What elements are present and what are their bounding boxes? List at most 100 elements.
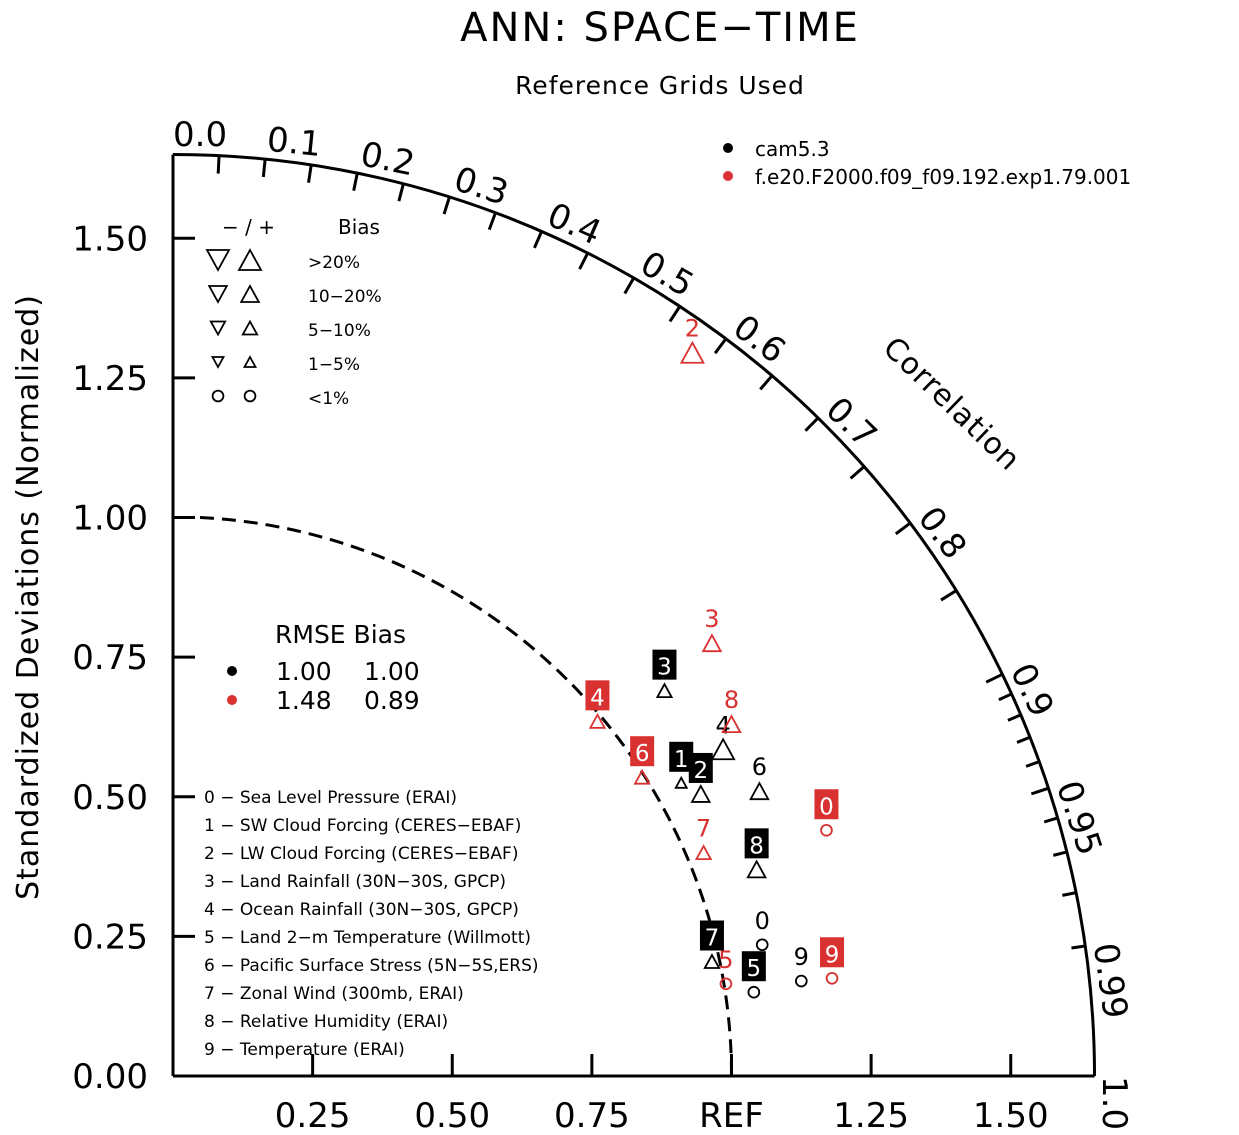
corr-minor-tick bbox=[1025, 760, 1040, 768]
corr-minor-tick bbox=[1007, 713, 1022, 722]
point-label: 6 bbox=[635, 741, 650, 767]
bias-triangle-marker bbox=[674, 775, 689, 789]
point-exp-4: 4 bbox=[585, 680, 610, 729]
point-label: 9 bbox=[825, 942, 840, 968]
corr-minor-tick bbox=[849, 465, 866, 480]
rmse-legend-rmse-exp: 1.48 bbox=[276, 686, 332, 715]
x-tick-label: 1.50 bbox=[973, 1096, 1049, 1135]
corr-minor-tick bbox=[894, 521, 912, 536]
correlation-tick-label: 0.0 bbox=[173, 115, 227, 155]
correlation-tick-label: 0.5 bbox=[634, 244, 701, 306]
axes: 0.000.250.500.751.001.251.500.25 0.50 0.75… bbox=[72, 115, 1135, 1135]
corr-minor-tick bbox=[261, 158, 267, 178]
variable-8: 8 − Relative Humidity (ERAI) bbox=[204, 1012, 448, 1032]
bias-triangle-marker bbox=[701, 633, 723, 653]
case-legend-dot-cam bbox=[723, 143, 733, 153]
point-label: 8 bbox=[724, 686, 739, 714]
correlation-tick-label: 0.7 bbox=[818, 390, 885, 456]
variable-2: 2 − LW Cloud Forcing (CERES−EBAF) bbox=[204, 844, 518, 864]
bias-legend-label: >20% bbox=[308, 253, 360, 273]
case-legend-label-cam: cam5.3 bbox=[755, 137, 830, 161]
bias-triangle-marker bbox=[588, 712, 607, 729]
point-label: 0 bbox=[819, 794, 834, 820]
variable-key: 0 − Sea Level Pressure (ERAI) 1 − SW Clo… bbox=[204, 788, 539, 1060]
point-cam-3: 3 bbox=[652, 649, 677, 699]
corr-minor-tick bbox=[1071, 944, 1086, 950]
corr-minor-tick bbox=[804, 416, 820, 432]
bias-circle-marker bbox=[820, 823, 833, 837]
corr-minor-tick bbox=[487, 212, 497, 231]
label-box bbox=[741, 951, 766, 982]
label-box bbox=[652, 649, 677, 680]
outer-arc bbox=[172, 152, 1097, 1077]
point-label: 7 bbox=[696, 815, 711, 843]
correlation-tick-label: 0.2 bbox=[357, 134, 418, 184]
bias-legend-circle-pos bbox=[243, 389, 257, 403]
rmse-legend-rmse-cam: 1.00 bbox=[276, 657, 332, 686]
bias-triangle-marker bbox=[633, 768, 651, 785]
corr-minor-tick bbox=[1062, 891, 1077, 897]
label-box bbox=[688, 752, 713, 783]
bias-circle-marker bbox=[719, 977, 733, 991]
point-exp-9: 9 bbox=[820, 937, 845, 985]
corr-minor-tick bbox=[1043, 816, 1059, 824]
corr-minor-tick bbox=[940, 589, 958, 602]
x-tick-label: REF bbox=[699, 1096, 764, 1135]
y-tick-label: 0.25 bbox=[72, 917, 148, 957]
case-legend-dot-exp bbox=[723, 171, 733, 181]
rmse-legend-dot-cam bbox=[227, 666, 237, 676]
point-label: 5 bbox=[718, 946, 733, 974]
corr-minor-tick bbox=[307, 164, 313, 183]
label-box bbox=[699, 920, 724, 951]
bias-legend-title: Bias bbox=[338, 215, 380, 239]
x-tick-label: 1.25 bbox=[833, 1096, 909, 1135]
bias-legend-label: <1% bbox=[308, 389, 349, 409]
correlation-tick-label: 0.6 bbox=[726, 307, 793, 371]
correlation-tick-label: 0.8 bbox=[910, 499, 974, 566]
point-label: 2 bbox=[685, 315, 700, 343]
variable-7: 7 − Zonal Wind (300mb, ERAI) bbox=[204, 984, 464, 1004]
point-label: 2 bbox=[693, 758, 708, 784]
point-exp-3: 3 bbox=[701, 605, 723, 653]
bias-legend-triangle-down bbox=[209, 320, 227, 337]
point-cam-2: 2 bbox=[688, 752, 713, 803]
bias-legend-label: 1−5% bbox=[308, 355, 360, 375]
x-tick-label: 0.50 bbox=[414, 1096, 490, 1135]
point-label: 3 bbox=[704, 605, 719, 633]
corr-minor-tick bbox=[998, 692, 1013, 702]
correlation-tick-label: 0.1 bbox=[265, 120, 323, 165]
reference-arc bbox=[199, 516, 734, 1077]
x-tick-label: 0.25 bbox=[275, 1096, 351, 1135]
corr-minor-tick bbox=[1052, 850, 1068, 857]
case-legend: cam5.3 f.e20.F2000.f09_f09.192.exp1.79.0… bbox=[723, 137, 1131, 189]
point-label: 4 bbox=[715, 711, 730, 739]
bias-legend-sign: − / + bbox=[222, 215, 275, 239]
point-label: 0 bbox=[755, 907, 770, 935]
chart-subtitle: Reference Grids Used bbox=[515, 71, 805, 100]
corr-minor-tick bbox=[397, 183, 405, 202]
bias-circle-marker bbox=[755, 938, 769, 952]
bias-legend-label: 5−10% bbox=[308, 321, 371, 341]
bias-legend-triangle-down bbox=[210, 356, 226, 369]
point-exp-7: 7 bbox=[694, 815, 713, 860]
corr-minor-tick bbox=[216, 155, 221, 174]
bias-legend-triangle-up bbox=[239, 284, 261, 303]
point-label: 1 bbox=[674, 747, 689, 773]
variable-6: 6 − Pacific Surface Stress (5N−5S,ERS) bbox=[204, 956, 539, 976]
bias-triangle-marker bbox=[690, 784, 712, 803]
point-cam-6: 6 bbox=[749, 753, 770, 801]
variable-9: 9 − Temperature (ERAI) bbox=[204, 1040, 405, 1060]
label-box bbox=[744, 828, 769, 859]
point-label: 5 bbox=[747, 956, 762, 982]
bias-legend: − / + Bias >20% 10−20% 5−10% 1−5% <1% bbox=[205, 215, 382, 409]
bias-legend-triangle-down bbox=[207, 285, 229, 304]
correlation-label: Correlation bbox=[876, 330, 1027, 478]
bias-circle-marker bbox=[795, 974, 808, 988]
label-box bbox=[585, 680, 610, 711]
point-cam-5: 5 bbox=[741, 951, 766, 999]
point-cam-9: 9 bbox=[794, 943, 809, 988]
y-tick-label: 1.00 bbox=[72, 499, 148, 539]
point-label: 3 bbox=[657, 655, 672, 681]
rmse-legend-bias-exp: 0.89 bbox=[364, 686, 420, 715]
